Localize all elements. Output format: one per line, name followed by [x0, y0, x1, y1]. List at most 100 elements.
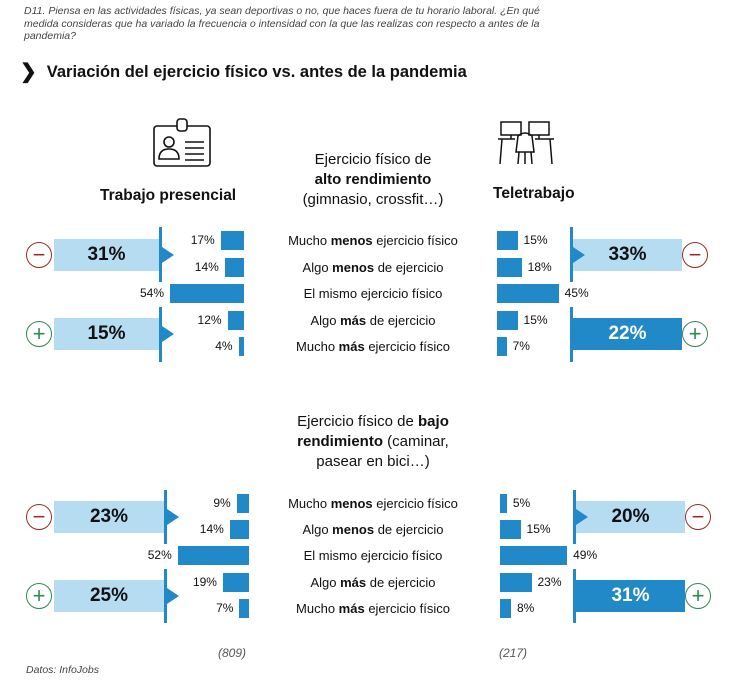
section-title-line3: (gimnasio, crossfit…) — [302, 191, 444, 208]
bar-value-label: 7% — [512, 339, 530, 353]
category-label: Algo menos de ejercicio — [253, 260, 493, 275]
bar-presencial — [224, 257, 244, 277]
category-label-bold: más — [340, 574, 367, 590]
bar-value-label: 15% — [526, 522, 551, 537]
bar-presencial — [170, 284, 244, 303]
category-label-bold: menos — [330, 496, 373, 511]
bar-teletrabajo — [500, 520, 521, 540]
category-label-pre: Algo — [310, 312, 341, 328]
summary-arrow — [573, 246, 585, 263]
bar-teletrabajo — [500, 598, 511, 618]
bar-presencial — [229, 520, 249, 540]
minus-circle-icon: − — [685, 504, 711, 531]
bar-value-label: 23% — [537, 574, 562, 589]
category-label-post: de ejercicio — [366, 312, 436, 328]
summary-bracket — [159, 306, 162, 362]
category-label: Mucho más ejercicio físico — [253, 339, 493, 354]
summary-bracket — [159, 227, 162, 282]
category-label: Algo más de ejercicio — [253, 575, 493, 590]
bar-value-label: 52% — [147, 548, 172, 563]
chevron-right-icon: ❯ — [20, 61, 37, 83]
category-label-post: de ejercicio — [374, 522, 444, 538]
summary-arrow — [167, 509, 179, 526]
category-label-pre: Mucho — [288, 233, 331, 248]
summary-arrow — [162, 246, 174, 263]
bar-presencial — [227, 310, 244, 330]
section-title-high-intensity: Ejercicio físico de alto rendimiento (gi… — [253, 150, 493, 210]
chart-title: ❯ Variación del ejercicio físico vs. ant… — [20, 62, 467, 82]
summary-more-teletrabajo: 22% — [573, 318, 682, 350]
category-label: Mucho menos ejercicio físico — [253, 233, 493, 248]
bar-value-label: 18% — [527, 259, 552, 274]
minus-circle-icon: − — [26, 504, 52, 531]
bar-value-label: 9% — [213, 496, 231, 510]
bar-teletrabajo — [500, 546, 568, 566]
bar-teletrabajo — [497, 231, 518, 250]
category-label-bold: menos — [332, 522, 375, 538]
plus-circle-icon: + — [685, 582, 711, 609]
summary-arrow — [576, 509, 588, 526]
category-label-pre: Algo — [302, 522, 333, 538]
summary-less-presencial: 31% — [54, 238, 159, 271]
summary-more-presencial: 15% — [54, 318, 159, 350]
bar-value-label: 54% — [140, 286, 165, 300]
summary-bracket — [573, 490, 576, 545]
category-label-post: ejercicio físico — [364, 339, 450, 354]
category-label-pre: Mucho — [296, 600, 339, 616]
bar-presencial — [222, 572, 249, 592]
bar-value-label: 8% — [516, 600, 535, 615]
section-title-bold: bajo — [418, 413, 449, 430]
summary-bracket — [570, 306, 573, 362]
summary-bracket — [164, 568, 167, 623]
category-label: Mucho menos ejercicio físico — [253, 496, 493, 511]
category-label-pre: Algo — [302, 259, 333, 275]
category-label-post: ejercicio físico — [364, 600, 450, 616]
bar-value-label: 14% — [199, 522, 224, 537]
minus-circle-icon: − — [26, 241, 52, 268]
summary-arrow — [167, 587, 179, 604]
bar-presencial — [236, 494, 249, 513]
category-label-bold: menos — [332, 259, 375, 275]
section-title-line1: Ejercicio físico de — [297, 413, 419, 430]
category-label: Algo menos de ejercicio — [253, 522, 493, 537]
category-label-pre: El mismo ejercicio físico — [303, 548, 443, 564]
bar-presencial — [238, 337, 244, 356]
category-label-bold: más — [340, 312, 367, 328]
category-label-bold: menos — [330, 233, 373, 248]
bar-value-label: 7% — [216, 600, 234, 615]
bar-value-label: 12% — [197, 312, 222, 327]
summary-more-teletrabajo: 31% — [576, 579, 685, 612]
category-label-pre: Algo — [310, 574, 341, 590]
category-label-pre: Mucho — [288, 496, 331, 511]
bar-presencial — [220, 231, 244, 250]
section-title-low-intensity: Ejercicio físico de bajo rendimiento (ca… — [253, 412, 493, 472]
bar-value-label: 49% — [573, 548, 598, 563]
category-label: Algo más de ejercicio — [253, 313, 493, 328]
summary-arrow — [162, 326, 174, 342]
bar-value-label: 19% — [192, 574, 217, 589]
bar-value-label: 15% — [523, 312, 548, 327]
plus-circle-icon: + — [26, 582, 52, 609]
bar-teletrabajo — [497, 257, 522, 277]
category-label-pre: Mucho — [296, 339, 339, 354]
chart-title-text: Variación del ejercicio físico vs. antes… — [46, 62, 467, 81]
plus-circle-icon: + — [26, 321, 52, 347]
section-title-bold: alto rendimiento — [314, 171, 432, 188]
bar-value-label: 45% — [564, 286, 589, 300]
category-label-pre: El mismo ejercicio físico — [303, 286, 443, 301]
bar-value-label: 15% — [523, 233, 548, 247]
bar-value-label: 14% — [194, 259, 219, 274]
summary-bracket — [164, 490, 167, 545]
bar-value-label: 4% — [215, 339, 233, 353]
bar-teletrabajo — [497, 337, 507, 356]
sample-size-presencial: (809) — [218, 646, 247, 660]
bar-teletrabajo — [500, 494, 507, 513]
bar-teletrabajo — [497, 310, 518, 330]
summary-bracket — [573, 568, 576, 623]
category-label-bold: más — [338, 600, 365, 616]
category-label-post: de ejercicio — [374, 259, 444, 275]
section-title-line2: (caminar, — [382, 433, 449, 450]
summary-less-teletrabajo: 33% — [573, 238, 682, 271]
bar-presencial — [239, 598, 249, 618]
summary-less-teletrabajo: 20% — [576, 501, 685, 534]
